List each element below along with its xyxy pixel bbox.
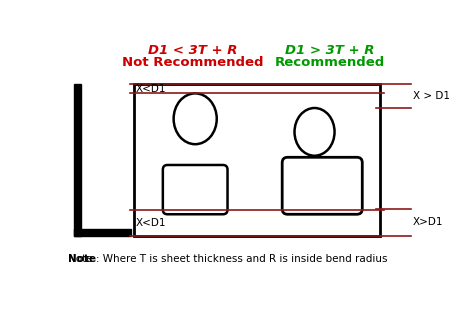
Bar bbox=[74, 229, 131, 236]
Text: X<D1: X<D1 bbox=[136, 218, 166, 228]
Text: X>D1: X>D1 bbox=[413, 217, 444, 227]
Bar bbox=[134, 84, 380, 236]
Text: Note : Where T is sheet thickness and R is inside bend radius: Note : Where T is sheet thickness and R … bbox=[68, 254, 388, 264]
Text: D1 > 3T + R: D1 > 3T + R bbox=[285, 44, 374, 57]
Bar bbox=[74, 84, 81, 236]
Ellipse shape bbox=[173, 93, 217, 144]
FancyBboxPatch shape bbox=[163, 165, 228, 214]
Text: Note: Note bbox=[68, 254, 96, 264]
Text: D1 < 3T + R: D1 < 3T + R bbox=[148, 44, 237, 57]
Text: X<D1: X<D1 bbox=[136, 84, 166, 94]
FancyBboxPatch shape bbox=[282, 157, 362, 214]
Text: Not Recommended: Not Recommended bbox=[122, 56, 264, 69]
Ellipse shape bbox=[294, 108, 335, 156]
Text: Recommended: Recommended bbox=[275, 56, 385, 69]
Text: X > D1: X > D1 bbox=[413, 91, 450, 101]
